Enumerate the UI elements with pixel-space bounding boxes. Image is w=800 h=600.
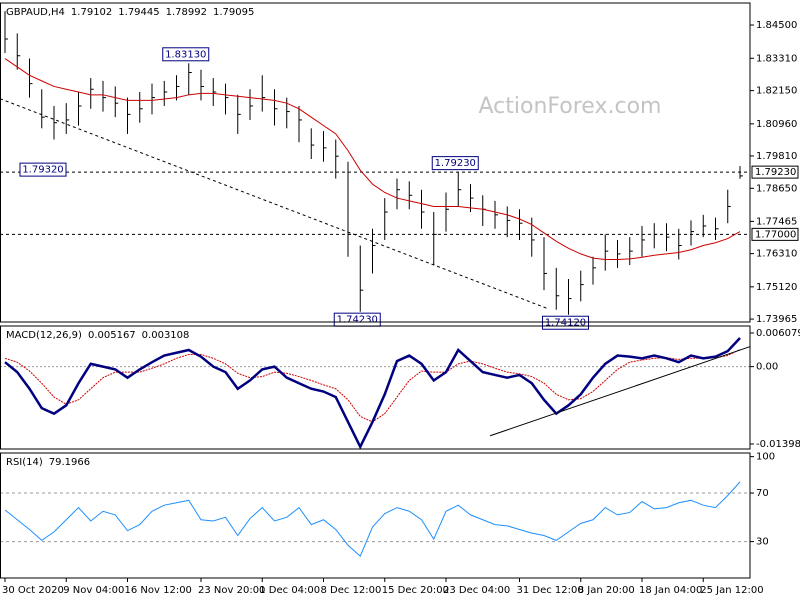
y-tick-label: 0.006079 xyxy=(756,328,800,339)
y-tick-label: 1.73965 xyxy=(756,314,797,325)
y-tick-label: -0.013982 xyxy=(756,439,800,450)
x-tick-label: 1 Dec 04:00 xyxy=(259,585,320,596)
header-value: 1.79102 xyxy=(71,7,112,18)
level-tag xyxy=(751,165,799,179)
annotation-label: 1.83130 xyxy=(165,49,206,60)
trendline xyxy=(0,98,548,310)
y-tick-label: 1.77465 xyxy=(756,216,797,227)
annotation-label: 1.74120 xyxy=(545,318,586,329)
header-value: 1.79445 xyxy=(118,7,159,18)
y-tick-label: 1.80960 xyxy=(756,119,797,130)
y-tick-label: 0.00 xyxy=(756,362,778,373)
y-tick-label: 1.79810 xyxy=(756,151,797,162)
panel-frame xyxy=(0,325,751,450)
x-tick-label: 8 Dec 12:00 xyxy=(321,585,382,596)
level-label: 1.77000 xyxy=(755,229,796,240)
x-tick-label: 8 Jan 20:00 xyxy=(578,585,635,596)
panel-frame xyxy=(0,2,751,323)
y-tick-label: 30 xyxy=(756,537,769,548)
y-tick-label: 1.78650 xyxy=(756,183,797,194)
annotation-label: 1.79320 xyxy=(22,165,63,176)
header-value: 0.005167 xyxy=(88,330,136,341)
panel-frame xyxy=(0,452,751,579)
annotation-box xyxy=(19,162,67,177)
header-value: 1.79095 xyxy=(213,7,254,18)
rsi-line xyxy=(4,481,741,557)
y-tick-label: 1.76310 xyxy=(756,249,797,260)
x-tick-label: 30 Oct 2020 xyxy=(2,585,64,596)
x-tick-label: 23 Dec 04:00 xyxy=(443,585,510,596)
panel-title: GBPAUD,H4 xyxy=(6,7,65,18)
header-value: 1.78992 xyxy=(166,7,207,18)
y-tick-label: 100 xyxy=(756,452,775,463)
panel-title: RSI(14) xyxy=(6,457,43,468)
y-tick-label: 1.84500 xyxy=(756,20,797,31)
annotation-box xyxy=(162,47,210,62)
x-tick-label: 31 Dec 12:00 xyxy=(517,585,584,596)
annotation-label: 1.74230 xyxy=(337,315,378,326)
level-tag xyxy=(751,227,799,241)
x-tick-label: 15 Dec 20:00 xyxy=(382,585,449,596)
x-tick-label: 25 Jan 12:00 xyxy=(700,585,763,596)
panel-header: RSI(14) 79.1966 xyxy=(6,457,90,468)
x-tick-label: 18 Jan 04:00 xyxy=(639,585,702,596)
macd-line xyxy=(4,337,741,450)
y-tick-label: 1.75120 xyxy=(756,282,797,293)
y-tick-label: 1.82150 xyxy=(756,86,797,97)
header-value: 79.1966 xyxy=(49,457,90,468)
x-tick-label: 16 Nov 12:00 xyxy=(125,585,192,596)
y-tick-label: 70 xyxy=(756,488,769,499)
trendline xyxy=(489,346,750,437)
y-tick-label: 1.83310 xyxy=(756,53,797,64)
x-tick-label: 23 Nov 20:00 xyxy=(198,585,265,596)
header-value: 0.003108 xyxy=(142,330,190,341)
annotation-box xyxy=(431,156,479,171)
x-tick-label: 9 Nov 04:00 xyxy=(63,585,124,596)
level-label: 1.79230 xyxy=(755,167,796,178)
moving-average xyxy=(4,58,741,260)
panel-header: MACD(12,26,9) 0.005167 0.003108 xyxy=(6,330,189,341)
annotation-label: 1.79230 xyxy=(435,158,476,169)
panel-header: GBPAUD,H4 1.79102 1.79445 1.78992 1.79095 xyxy=(6,7,254,18)
panel-title: MACD(12,26,9) xyxy=(6,330,82,341)
watermark: ActionForex.com xyxy=(479,94,662,119)
